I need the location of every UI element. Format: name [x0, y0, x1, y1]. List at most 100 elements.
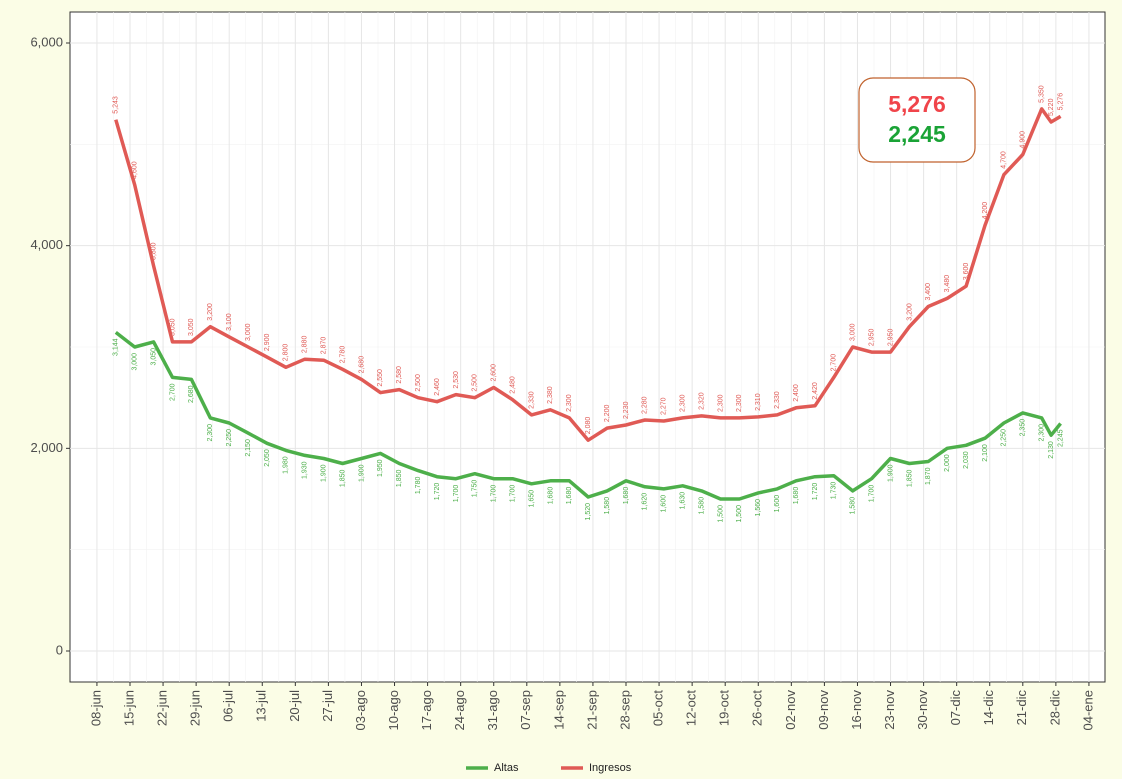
x-tick-label: 17-ago [419, 690, 434, 730]
x-tick-label: 26-oct [750, 690, 765, 727]
value-label: 2,300 [1039, 424, 1046, 442]
x-tick-label: 31-ago [485, 690, 500, 730]
value-label: 2,080 [585, 417, 592, 435]
value-label: 1,650 [528, 490, 535, 508]
value-label: 2,310 [755, 393, 762, 411]
value-label: 3,200 [906, 303, 913, 321]
x-tick-label: 14-dic [981, 690, 996, 726]
value-label: 4,700 [1001, 151, 1008, 169]
value-label: 2,600 [491, 364, 498, 382]
value-label: 1,620 [642, 493, 649, 511]
value-label: 1,900 [358, 464, 365, 482]
value-label: 2,000 [944, 454, 951, 472]
value-label: 3,050 [150, 348, 157, 366]
value-label: 3,050 [169, 318, 176, 336]
x-tick-label: 13-jul [254, 690, 269, 722]
annotation-altas: 2,245 [888, 121, 946, 147]
x-tick-label: 07-sep [518, 690, 533, 730]
value-label: 1,680 [623, 487, 630, 505]
x-tick-label: 28-sep [617, 690, 632, 730]
series-line [114, 107, 1062, 442]
x-tick-label: 29-jun [188, 690, 203, 726]
value-label: 3,480 [944, 275, 951, 293]
legend: Altas Ingresos [466, 762, 632, 774]
x-tick-label: 16-nov [849, 690, 864, 730]
y-tick-label: 6,000 [30, 34, 63, 49]
value-label: 4,600 [132, 161, 139, 179]
value-label: 2,320 [698, 392, 705, 410]
value-label: 2,700 [169, 383, 176, 401]
value-label: 2,130 [1048, 441, 1055, 459]
value-label: 1,700 [491, 485, 498, 503]
value-label: 1,720 [812, 483, 819, 501]
x-tick-label: 03-ago [353, 690, 368, 730]
x-tick-label: 19-oct [717, 690, 732, 727]
value-label: 4,200 [982, 202, 989, 220]
value-label: 2,300 [736, 394, 743, 412]
value-label: 1,580 [698, 497, 705, 515]
annotation-ingresos: 5,276 [888, 91, 946, 117]
value-label: 2,330 [774, 391, 781, 409]
value-label: 3,600 [963, 263, 970, 281]
value-label: 2,700 [831, 354, 838, 372]
x-tick-label: 05-oct [651, 690, 666, 727]
value-label: 2,100 [982, 444, 989, 462]
x-tick-label: 22-jun [154, 690, 169, 726]
value-label: 2,530 [453, 371, 460, 389]
value-label: 1,900 [887, 464, 894, 482]
value-label: 2,300 [566, 394, 573, 412]
value-label: 1,500 [736, 505, 743, 523]
value-label: 1,560 [755, 499, 762, 517]
value-label: 3,000 [132, 353, 139, 371]
x-tick-label: 28-dic [1047, 690, 1062, 726]
value-label: 5,243 [113, 96, 120, 114]
value-label: 1,750 [472, 480, 479, 498]
value-label: 1,680 [793, 487, 800, 505]
annotation-box [858, 77, 976, 163]
x-tick-label: 08-jun [88, 690, 103, 726]
x-tick-label: 12-oct [684, 690, 699, 727]
value-label: 2,780 [339, 346, 346, 364]
value-label: 2,500 [472, 374, 479, 392]
value-label: 2,380 [547, 386, 554, 404]
value-label: 1,630 [680, 492, 687, 510]
x-tick-label: 09-nov [816, 690, 831, 730]
value-label: 2,050 [264, 449, 271, 467]
value-label: 2,030 [963, 451, 970, 469]
value-label: 1,680 [547, 487, 554, 505]
x-tick-label: 23-nov [882, 690, 897, 730]
value-label: 3,100 [226, 313, 233, 331]
value-label: 2,950 [887, 328, 894, 346]
value-label: 2,950 [868, 328, 875, 346]
x-tick-label: 04-ene [1080, 690, 1095, 730]
x-tick-label: 02-nov [783, 690, 798, 730]
value-label: 2,150 [245, 439, 252, 457]
value-label: 2,350 [1020, 419, 1027, 437]
y-tick-label: 2,000 [30, 440, 63, 455]
value-label: 2,500 [415, 374, 422, 392]
x-tick-label: 07-dic [948, 690, 963, 726]
x-tick-label: 15-jun [121, 690, 136, 726]
value-label: 1,580 [604, 497, 611, 515]
value-label: 2,680 [188, 385, 195, 403]
value-label: 2,880 [302, 336, 309, 354]
value-label: 3,000 [245, 323, 252, 341]
value-label: 1,520 [585, 503, 592, 521]
value-label: 2,870 [321, 337, 328, 355]
legend-label: Altas [494, 762, 519, 774]
value-label: 1,870 [925, 467, 932, 485]
legend-label: Ingresos [589, 762, 632, 774]
value-label: 1,700 [453, 485, 460, 503]
value-label: 1,950 [377, 459, 384, 477]
value-label: 2,480 [509, 376, 516, 394]
value-label: 1,900 [321, 464, 328, 482]
value-label: 2,280 [642, 396, 649, 414]
value-label: 1,700 [868, 485, 875, 503]
value-label: 2,300 [717, 394, 724, 412]
value-label: 1,850 [906, 469, 913, 487]
value-label: 2,250 [1001, 429, 1008, 447]
value-label: 5,220 [1048, 98, 1055, 116]
value-label: 2,230 [623, 401, 630, 419]
